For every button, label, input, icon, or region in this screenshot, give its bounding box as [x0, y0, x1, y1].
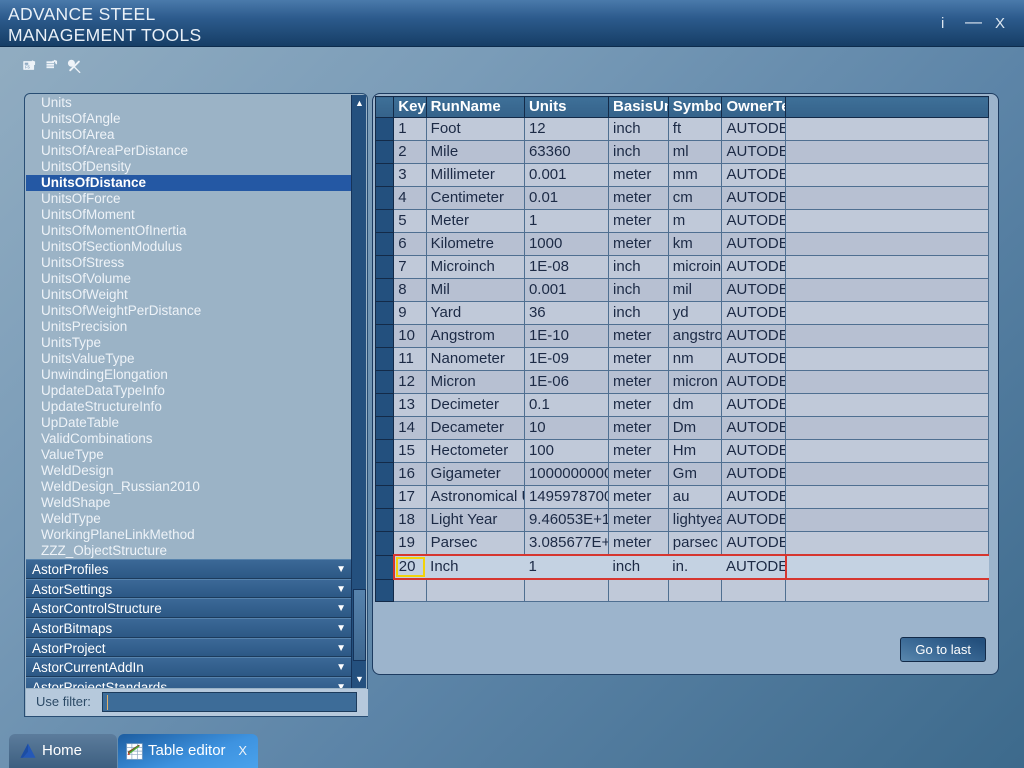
svg-text:i: i	[941, 15, 944, 32]
svg-text:F5: F5	[25, 65, 31, 70]
svg-text:X: X	[995, 15, 1005, 32]
svg-text:—: —	[965, 13, 982, 31]
